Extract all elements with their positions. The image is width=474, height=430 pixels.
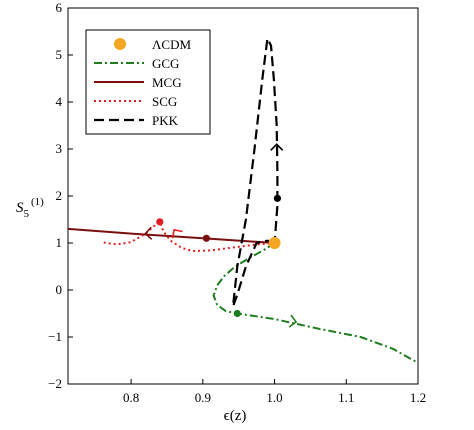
y-tick-label: 0 — [56, 282, 63, 297]
legend-label-mcg: MCG — [152, 75, 182, 90]
y-tick-label: 3 — [56, 141, 63, 156]
series-line-pkk — [231, 37, 279, 308]
scg-direction-arrow — [171, 228, 183, 239]
y-tick-label: −1 — [48, 329, 62, 344]
y-tick-label: 5 — [56, 47, 63, 62]
legend-label-gcg: GCG — [152, 56, 179, 71]
y-tick-label: −2 — [48, 376, 62, 391]
marker-mcg — [202, 234, 211, 242]
legend-label-lcdm: ΛCDM — [152, 37, 191, 52]
series-line-mcg — [68, 227, 275, 244]
x-tick-label: 0.9 — [195, 390, 211, 405]
legend-label-scg: SCG — [152, 94, 177, 109]
y-tick-label: 6 — [56, 0, 63, 15]
y-tick-label: 2 — [56, 188, 63, 203]
gcg-direction-arrow — [288, 314, 298, 328]
x-tick-label: 0.8 — [123, 390, 139, 405]
pkk-direction-arrow — [270, 143, 284, 151]
x-tick-label: 1.1 — [338, 390, 354, 405]
mcg-direction-arrow — [144, 226, 153, 240]
legend-swatch-lcdm — [114, 38, 126, 50]
series-point-lcdm — [268, 237, 281, 249]
y-tick-label: 4 — [56, 94, 63, 109]
x-tick-label: 1.2 — [410, 390, 426, 405]
marker-scg — [156, 218, 164, 226]
y-tick-label: 1 — [56, 235, 63, 250]
series-line-gcg — [212, 242, 418, 364]
x-tick-label: 1.0 — [266, 390, 282, 405]
series-line-scg — [102, 220, 275, 252]
legend-label-pkk: PKK — [152, 113, 179, 128]
marker-pkk — [273, 194, 282, 202]
x-axis-label: ϵ(z) — [224, 408, 247, 424]
y-axis-label: S5(1) — [16, 196, 44, 220]
marker-gcg — [233, 309, 241, 318]
